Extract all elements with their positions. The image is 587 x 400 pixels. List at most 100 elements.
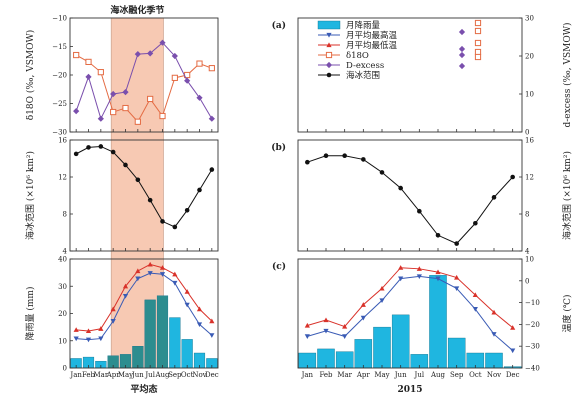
panel-c-frame xyxy=(297,258,523,369)
legend-label: 月平均最高温 xyxy=(346,30,398,41)
tmax-point xyxy=(184,302,190,308)
tmax-point xyxy=(85,337,92,343)
d18o-point xyxy=(208,65,215,72)
tmin-line xyxy=(307,267,513,329)
sea-ice-point xyxy=(491,195,497,200)
tmin-point xyxy=(135,268,141,274)
dexcess-point xyxy=(208,115,215,122)
d18o-point xyxy=(97,69,104,76)
c-x-axis-tick-label: Aug xyxy=(430,371,446,379)
melt-season-label: 海冰融化季节 xyxy=(110,4,164,16)
sea-ice-point xyxy=(398,185,403,191)
sea-ice-point xyxy=(197,187,202,193)
c-right-axis-tick-label: −30 xyxy=(525,343,540,351)
c-x-axis-tick-label: Dec xyxy=(205,371,219,379)
c-left-axis-tick-label: 40 xyxy=(58,256,67,264)
tmax-point xyxy=(159,272,166,277)
sea-ice-point xyxy=(417,208,422,214)
tmax-point xyxy=(379,298,385,304)
d18o-point xyxy=(110,108,117,116)
panel-label-b: (b) xyxy=(271,142,286,153)
2015-isotope-point xyxy=(474,48,482,56)
tmin-point xyxy=(342,323,348,329)
sea-ice-point xyxy=(510,174,515,180)
tmin-point xyxy=(110,306,116,312)
sea-ice-point xyxy=(86,145,91,150)
tmin-point xyxy=(435,269,441,275)
tmin-point xyxy=(416,266,422,271)
c-x-axis-tick-label: Jun xyxy=(131,371,144,379)
a-left-axis-title: δ18O (‰, VSMOW) xyxy=(25,30,36,120)
d18o-point xyxy=(122,104,129,112)
legend-label: 月降雨量 xyxy=(346,20,381,31)
c-x-axis-tick-label: Jul xyxy=(144,371,155,379)
rain-bar xyxy=(354,339,373,369)
sea-ice-point xyxy=(435,232,441,238)
tmax-point xyxy=(398,276,404,282)
c-x-axis-tick-label: Sep xyxy=(168,371,182,379)
tmin-point xyxy=(304,322,310,328)
tmax-point xyxy=(209,333,215,338)
2015-isotope-point xyxy=(474,53,482,61)
rain-bar xyxy=(144,299,156,369)
sea-ice-point xyxy=(160,219,165,224)
d18o-point xyxy=(171,74,178,81)
tmin-point xyxy=(472,292,478,298)
c-right-axis-title: 温度 (℃) xyxy=(561,295,573,333)
c-x-axis-tick-label: Jul xyxy=(414,371,425,379)
c-x-axis-tick-label: Aug xyxy=(154,371,170,379)
sea-ice-point xyxy=(123,162,128,168)
tmin-point xyxy=(196,306,203,312)
2015-isotope-point xyxy=(458,51,466,59)
2015-isotope-point xyxy=(458,45,466,53)
d18o-point xyxy=(85,58,92,65)
sea-ice-point xyxy=(361,157,366,162)
tmin-point xyxy=(360,302,366,307)
dexcess-point xyxy=(73,108,80,115)
c-x-axis-tick-label: Jun xyxy=(394,371,407,379)
tmax-point xyxy=(122,293,129,299)
b-right-axis-title: 海冰范围 (×10⁶ km²) xyxy=(561,151,573,240)
a-right-axis-tick-label: 20 xyxy=(525,53,534,61)
tmax-point xyxy=(73,336,79,342)
b-left-axis-tick-label: 4 xyxy=(63,248,68,256)
tmax-point xyxy=(147,271,153,276)
c-right-axis-tick-label: −10 xyxy=(525,299,540,307)
sea-ice-point xyxy=(184,208,190,213)
rain-bar xyxy=(132,346,144,369)
legend-label: D-excess xyxy=(346,61,384,71)
a-left-axis-tick-label: −10 xyxy=(52,15,67,23)
a-right-axis-tick-label: 10 xyxy=(525,91,534,99)
b-left-axis-tick-label: 16 xyxy=(58,137,67,145)
2015-isotope-point xyxy=(474,27,482,35)
tmax-point xyxy=(454,286,460,292)
dexcess-point xyxy=(85,73,92,80)
2015-isotope-point xyxy=(458,28,466,36)
a-right-axis-tick-label: 30 xyxy=(525,15,534,23)
tmax-line xyxy=(76,272,213,341)
tmin-point xyxy=(491,309,497,315)
c-x-axis-tick-label: Apr xyxy=(106,371,121,379)
c-x-axis-tick-label: Jan xyxy=(69,371,82,379)
sea-ice-point xyxy=(135,177,141,183)
dexcess-point xyxy=(147,50,154,57)
tmax-point xyxy=(510,348,516,354)
a-left-axis-tick-label: −30 xyxy=(52,129,67,137)
tmax-point xyxy=(98,336,104,342)
c-right-axis-tick-label: −20 xyxy=(525,321,540,329)
tmin-point xyxy=(172,271,178,277)
c-left-axis-tick-label: 10 xyxy=(58,337,67,345)
rain-bar xyxy=(373,326,391,369)
c-right-axis-tick-label: −40 xyxy=(525,365,540,373)
d18o-point xyxy=(134,118,141,125)
c-left-axis-tick-label: 0 xyxy=(63,365,67,373)
sea-ice-line xyxy=(307,155,514,245)
legend-label: δ18O xyxy=(346,51,369,61)
b-right-axis-tick-label: 8 xyxy=(525,211,529,219)
tmax-point xyxy=(135,276,141,282)
legend-label: 海冰范围 xyxy=(346,70,380,81)
tmin-point xyxy=(147,261,153,267)
c-left-axis-tick-label: 30 xyxy=(58,283,67,291)
a-left-axis-tick-label: −25 xyxy=(52,100,67,108)
2015-isotope-point xyxy=(474,39,482,47)
